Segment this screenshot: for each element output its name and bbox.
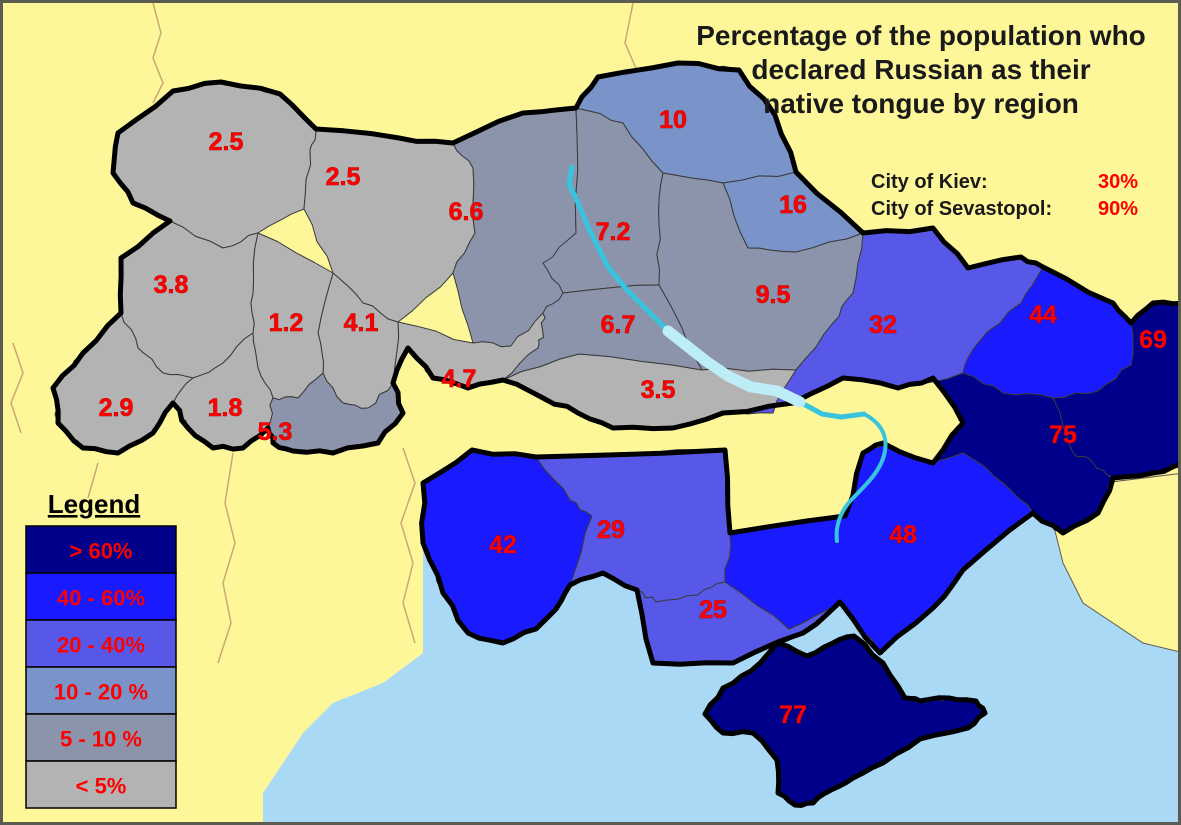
svg-text:City of Sevastopol:: City of Sevastopol:	[871, 198, 1052, 220]
svg-text:native tongue by region: native tongue by region	[763, 88, 1079, 119]
svg-text:75: 75	[1049, 421, 1077, 449]
svg-text:7.2: 7.2	[596, 218, 631, 246]
svg-text:25: 25	[699, 596, 727, 624]
svg-text:Percentage of the population w: Percentage of the population who	[696, 20, 1146, 51]
svg-text:30%: 30%	[1098, 171, 1138, 193]
svg-text:40 - 60%: 40 - 60%	[57, 586, 145, 611]
svg-text:4.1: 4.1	[344, 309, 379, 337]
svg-text:69: 69	[1139, 326, 1167, 354]
svg-text:10: 10	[659, 106, 687, 134]
svg-text:42: 42	[489, 531, 517, 559]
svg-text:90%: 90%	[1098, 198, 1138, 220]
svg-text:3.8: 3.8	[154, 271, 189, 299]
svg-text:77: 77	[779, 701, 807, 729]
svg-text:1.2: 1.2	[269, 309, 304, 337]
svg-text:44: 44	[1029, 301, 1057, 329]
svg-text:1.8: 1.8	[208, 394, 243, 422]
svg-text:6.6: 6.6	[449, 198, 484, 226]
svg-text:3.5: 3.5	[641, 376, 676, 404]
svg-text:6.7: 6.7	[601, 311, 636, 339]
svg-text:< 5%: < 5%	[76, 774, 127, 799]
svg-text:Legend: Legend	[48, 489, 140, 519]
svg-text:4.7: 4.7	[442, 365, 477, 393]
svg-text:5.3: 5.3	[258, 418, 293, 446]
svg-text:20 - 40%: 20 - 40%	[57, 633, 145, 658]
svg-text:48: 48	[889, 521, 917, 549]
svg-text:16: 16	[779, 191, 807, 219]
svg-text:2.9: 2.9	[99, 394, 134, 422]
svg-text:declared Russian as their: declared Russian as their	[751, 54, 1090, 85]
svg-text:29: 29	[597, 516, 625, 544]
svg-text:City of Kiev:: City of Kiev:	[871, 171, 988, 193]
svg-text:9.5: 9.5	[756, 281, 791, 309]
svg-text:32: 32	[869, 311, 897, 339]
svg-text:> 60%: > 60%	[70, 539, 133, 564]
svg-text:10 - 20 %: 10 - 20 %	[54, 680, 148, 705]
svg-text:5 - 10 %: 5 - 10 %	[60, 727, 142, 752]
svg-text:2.5: 2.5	[209, 128, 244, 156]
svg-text:2.5: 2.5	[326, 163, 361, 191]
